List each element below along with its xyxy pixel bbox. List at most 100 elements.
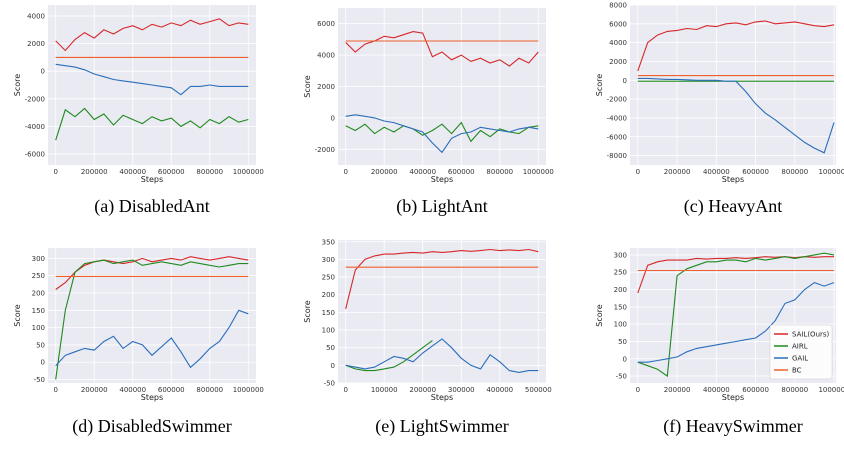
y-tick-label: -8000 (607, 152, 627, 160)
y-tick-label: 100 (614, 321, 627, 329)
panel-caption: (d) DisabledSwimmer (72, 416, 231, 437)
y-tick-label: 0 (623, 77, 627, 85)
y-tick-label: 2000 (317, 83, 335, 91)
y-tick-label: -4000 (607, 114, 627, 122)
series-line (637, 281, 835, 363)
x-axis-label: Steps (141, 393, 163, 402)
panel-caption: (a) DisabledAnt (94, 196, 209, 217)
y-tick-label: 150 (614, 303, 627, 311)
series-line (55, 256, 249, 290)
y-tick-label: 300 (614, 251, 627, 259)
x-tick-label: 400000 (703, 386, 730, 394)
y-tick-label: 300 (32, 255, 45, 263)
x-axis-label: Steps (722, 175, 744, 184)
x-tick-label: 800000 (781, 386, 808, 394)
y-tick-label: -2000 (315, 146, 335, 154)
series-line (637, 20, 835, 72)
y-tick-label: -50 (616, 373, 627, 381)
y-tick-label: 150 (322, 309, 335, 317)
series-line (345, 338, 539, 373)
plot-background (48, 248, 256, 383)
series-line (55, 309, 249, 369)
series-line (55, 107, 249, 141)
plot-background (630, 5, 836, 165)
chart-panel: -50 0 50 100 150 200 250 300 0 200000 400000 600000… (595, 248, 844, 437)
y-tick-label: 300 (322, 256, 335, 264)
x-tick-label: 100000 (371, 386, 398, 394)
x-axis-label: Steps (722, 393, 744, 402)
x-tick-label: 400000 (703, 168, 730, 176)
chart-panel: -6000 -4000 -2000 0 2000 4000 0 200000 400000 600… (13, 5, 264, 217)
y-tick-label: 4000 (609, 39, 627, 47)
x-tick-label: 1000000 (818, 168, 844, 176)
y-tick-label: 250 (322, 274, 335, 282)
x-tick-label: 800000 (196, 168, 223, 176)
x-tick-label: 400000 (409, 168, 436, 176)
panel-caption: (b) LightAnt (396, 196, 488, 217)
legend-label: GAIL (792, 355, 808, 363)
x-tick-label: 200000 (81, 168, 108, 176)
x-tick-label: 1000000 (233, 168, 264, 176)
y-tick-label: -6000 (607, 133, 627, 141)
x-tick-label: 200000 (409, 386, 436, 394)
y-tick-label: 50 (36, 341, 45, 349)
x-tick-label: 200000 (81, 386, 108, 394)
x-tick-label: 600000 (158, 386, 185, 394)
x-tick-label: 1000000 (523, 168, 554, 176)
legend-label: BC (792, 367, 802, 375)
y-tick-label: 6000 (317, 20, 335, 28)
chart-panel: -8000 -6000 -4000 -2000 0 2000 4000 6000 8000 0 20… (595, 2, 844, 218)
x-tick-label: 400000 (486, 386, 513, 394)
x-tick-label: 400000 (119, 386, 146, 394)
y-tick-label: 2000 (609, 58, 627, 66)
y-tick-label: 8000 (609, 2, 627, 10)
y-tick-label: 0 (41, 359, 45, 367)
panel-caption: (c) HeavyAnt (684, 196, 782, 217)
chart-panel: -50 0 50 100 150 200 250 300 0 200000 400000 600000… (13, 248, 264, 437)
series-line (345, 114, 539, 154)
x-tick-label: 600000 (448, 168, 475, 176)
x-tick-label: 0 (636, 386, 640, 394)
y-axis-label: Score (595, 74, 604, 96)
x-tick-label: 500000 (525, 386, 552, 394)
series-line (345, 340, 433, 372)
y-tick-label: 0 (331, 362, 335, 370)
x-tick-label: 1000000 (233, 386, 264, 394)
series-line (637, 77, 835, 154)
y-axis-label: Score (303, 75, 312, 97)
plot-background (338, 240, 546, 383)
x-tick-label: 0 (343, 168, 347, 176)
y-tick-label: 50 (326, 344, 335, 352)
x-tick-label: 400000 (119, 168, 146, 176)
x-tick-label: 0 (636, 168, 640, 176)
y-axis-label: Score (13, 304, 22, 326)
series-line (55, 18, 249, 52)
series-line (55, 259, 249, 380)
y-tick-label: 200 (614, 286, 627, 294)
x-tick-label: 300000 (448, 386, 475, 394)
y-tick-label: 100 (322, 327, 335, 335)
y-tick-label: -4000 (25, 123, 45, 131)
y-tick-label: -6000 (25, 150, 45, 158)
x-tick-label: 0 (343, 386, 347, 394)
y-axis-label: Score (303, 300, 312, 322)
y-tick-label: -50 (34, 376, 45, 384)
y-tick-label: -2000 (607, 96, 627, 104)
y-tick-label: 100 (32, 324, 45, 332)
legend-box (769, 324, 833, 380)
y-tick-label: 350 (322, 238, 335, 246)
y-tick-label: 6000 (609, 20, 627, 28)
y-tick-label: -50 (324, 380, 335, 388)
y-tick-label: 4000 (317, 52, 335, 60)
x-tick-label: 200000 (371, 168, 398, 176)
legend-label: AIRL (792, 343, 808, 351)
y-tick-label: 0 (41, 68, 45, 76)
series-line (345, 31, 539, 67)
y-tick-label: 4000 (27, 13, 45, 21)
x-tick-label: 0 (53, 168, 57, 176)
panel-caption: (e) LightSwimmer (375, 416, 508, 437)
y-tick-label: 50 (618, 338, 627, 346)
x-tick-label: 600000 (742, 168, 769, 176)
x-tick-label: 0 (53, 386, 57, 394)
